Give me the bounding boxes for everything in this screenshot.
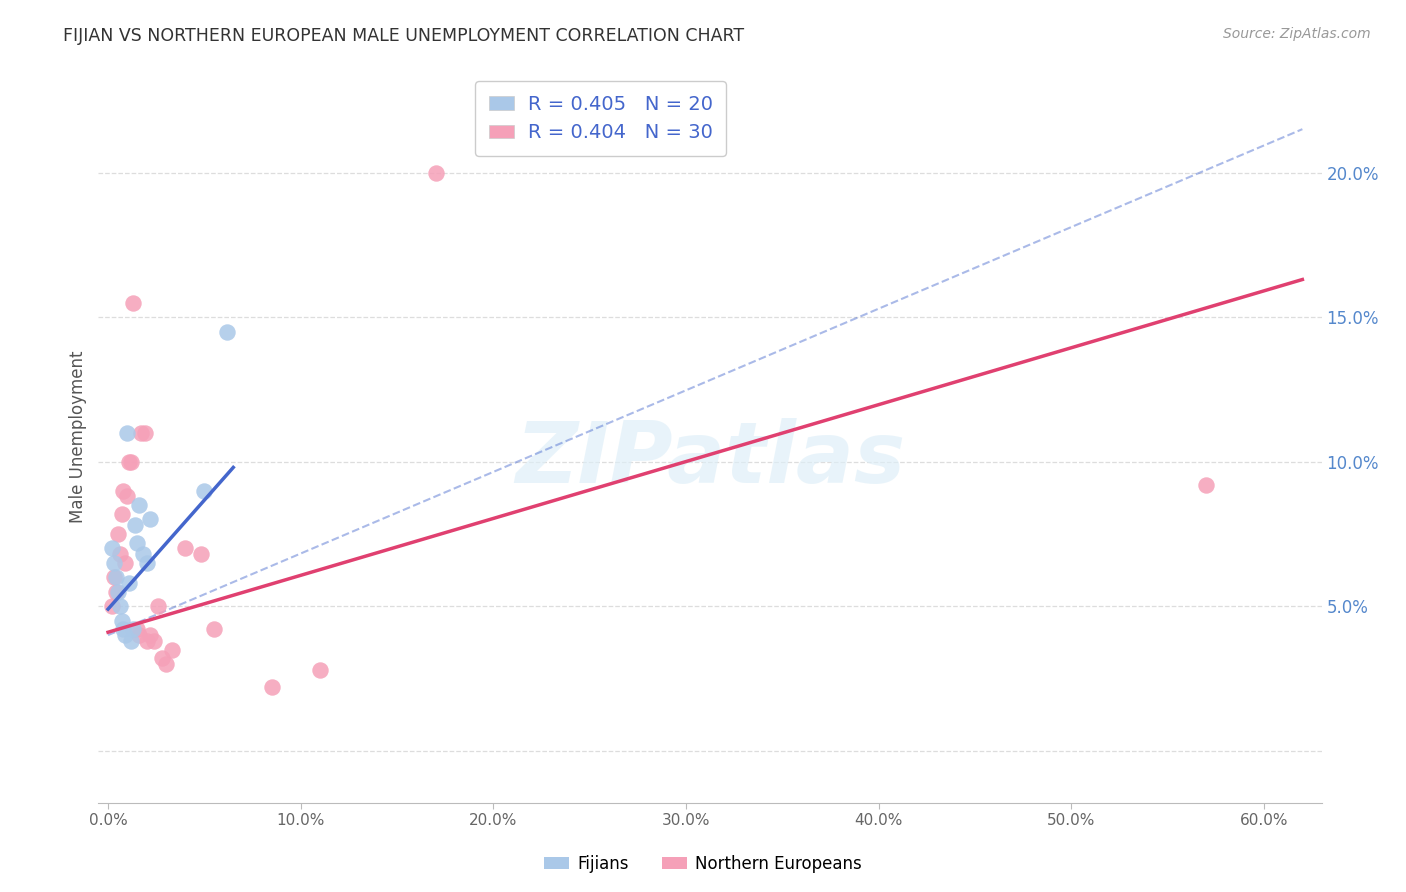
Point: [101, 599, 124, 614]
Point: [160, 642, 183, 657]
Text: FIJIAN VS NORTHERN EUROPEAN MALE UNEMPLOYMENT CORRELATION CHART: FIJIAN VS NORTHERN EUROPEAN MALE UNEMPLO…: [63, 27, 744, 45]
Point: [1195, 477, 1218, 491]
Point: [110, 507, 132, 521]
Legend: Fijians, Northern Europeans: Fijians, Northern Europeans: [537, 848, 869, 880]
Text: ZIPatlas: ZIPatlas: [515, 417, 905, 500]
Point: [217, 325, 239, 339]
Point: [114, 556, 136, 570]
Point: [146, 599, 169, 614]
Point: [104, 570, 127, 584]
Point: [108, 599, 131, 614]
Point: [132, 547, 155, 561]
Point: [425, 165, 447, 179]
Point: [103, 556, 125, 570]
Point: [122, 295, 145, 310]
Point: [107, 584, 129, 599]
Point: [135, 633, 157, 648]
Point: [128, 498, 150, 512]
Point: [118, 576, 141, 591]
Point: [120, 633, 142, 648]
Point: [143, 633, 166, 648]
Point: [139, 628, 162, 642]
Point: [190, 547, 212, 561]
Point: [104, 584, 127, 599]
Point: [125, 535, 148, 549]
Point: [101, 541, 124, 556]
Point: [309, 663, 332, 677]
Point: [260, 680, 283, 694]
Point: [202, 623, 225, 637]
Point: [155, 657, 177, 671]
Point: [118, 455, 141, 469]
Point: [125, 623, 148, 637]
Point: [108, 547, 131, 561]
Text: Source: ZipAtlas.com: Source: ZipAtlas.com: [1223, 27, 1371, 41]
Point: [107, 527, 129, 541]
Point: [110, 614, 132, 628]
Point: [124, 518, 146, 533]
Point: [135, 556, 157, 570]
Point: [122, 623, 145, 637]
Point: [150, 651, 173, 665]
Point: [112, 483, 135, 498]
Point: [128, 628, 150, 642]
Point: [114, 628, 136, 642]
Y-axis label: Male Unemployment: Male Unemployment: [69, 351, 87, 524]
Point: [112, 623, 135, 637]
Point: [174, 541, 197, 556]
Point: [117, 489, 139, 503]
Legend: R = 0.405   N = 20, R = 0.404   N = 30: R = 0.405 N = 20, R = 0.404 N = 30: [475, 81, 727, 156]
Point: [134, 425, 156, 440]
Point: [120, 455, 142, 469]
Point: [129, 425, 152, 440]
Point: [117, 425, 139, 440]
Point: [193, 483, 215, 498]
Point: [139, 512, 162, 526]
Point: [103, 570, 125, 584]
